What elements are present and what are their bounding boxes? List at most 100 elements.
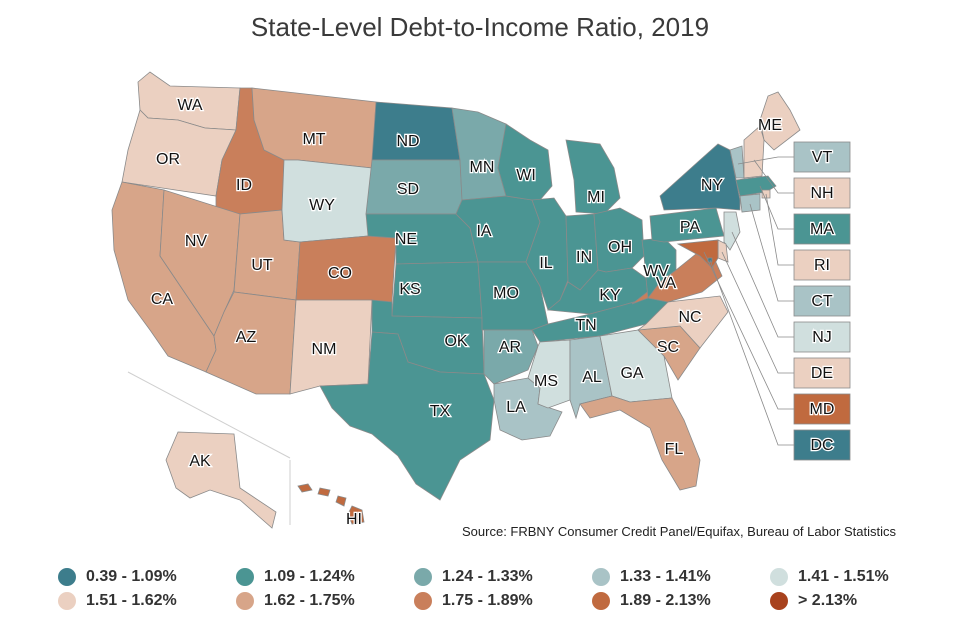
legend-item: 1.89 - 2.13% xyxy=(592,590,711,612)
side-box-label-ri: RI xyxy=(814,257,830,274)
legend-item: 0.39 - 1.09% xyxy=(58,566,177,588)
state-label-in: IN xyxy=(576,249,592,266)
state-label-va: VA xyxy=(656,275,676,292)
leader-line-dc xyxy=(709,259,794,446)
state-label-sc: SC xyxy=(657,339,679,356)
state-label-tx: TX xyxy=(430,403,451,420)
legend-label: 1.33 - 1.41% xyxy=(620,568,711,585)
side-box-label-md: MD xyxy=(810,401,835,418)
legend-swatch xyxy=(236,592,254,610)
state-nd xyxy=(371,101,461,161)
state-label-ok: OK xyxy=(444,333,467,350)
state-label-ny: NY xyxy=(701,177,724,194)
state-co xyxy=(295,235,397,303)
side-box-ct xyxy=(793,285,851,317)
legend-swatch xyxy=(236,568,254,586)
state-label-wi: WI xyxy=(516,167,536,184)
state-label-nv: NV xyxy=(185,233,208,250)
legend-swatch xyxy=(770,592,788,610)
legend-label: 1.89 - 2.13% xyxy=(620,592,711,609)
state-label-sd: SD xyxy=(397,181,419,198)
state-label-az: AZ xyxy=(236,329,257,346)
state-label-al: AL xyxy=(582,369,602,386)
leader-line-nh xyxy=(753,159,794,194)
legend-item: 1.09 - 1.24% xyxy=(236,566,355,588)
side-box-vt xyxy=(793,141,851,173)
state-tx xyxy=(319,331,495,501)
legend-item: 1.24 - 1.33% xyxy=(414,566,533,588)
state-label-nc: NC xyxy=(678,309,701,326)
state-label-ms: MS xyxy=(534,373,558,390)
state-nc xyxy=(636,295,729,349)
legend-item: 1.41 - 1.51% xyxy=(770,566,889,588)
state-label-ia: IA xyxy=(476,223,491,240)
map-title: State-Level Debt-to-Income Ratio, 2019 xyxy=(250,12,710,42)
leader-line-ct xyxy=(749,203,794,302)
leader-line-md xyxy=(703,251,794,410)
state-label-ne: NE xyxy=(395,231,417,248)
state-label-mn: MN xyxy=(470,159,495,176)
state-label-oh: OH xyxy=(608,239,632,256)
state-hi xyxy=(297,483,365,525)
legend-label: > 2.13% xyxy=(798,592,858,609)
source-note: Source: FRBNY Consumer Credit Panel/Equi… xyxy=(462,524,897,539)
state-label-wy: WY xyxy=(309,197,335,214)
state-label-me: ME xyxy=(758,117,782,134)
state-label-id: ID xyxy=(236,177,252,194)
legend-swatch xyxy=(770,568,788,586)
leader-line-vt xyxy=(737,156,794,165)
legend-item: 1.62 - 1.75% xyxy=(236,590,355,612)
side-box-label-dc: DC xyxy=(810,437,833,454)
state-label-il: IL xyxy=(539,255,552,272)
legend-label: 1.51 - 1.62% xyxy=(86,592,177,609)
legend-label: 1.62 - 1.75% xyxy=(264,592,355,609)
state-label-ks: KS xyxy=(399,281,420,298)
side-box-nj xyxy=(793,321,851,353)
side-box-label-de: DE xyxy=(811,365,833,382)
state-ny xyxy=(659,143,741,211)
leader-line-nj xyxy=(731,231,794,338)
legend-item: 1.51 - 1.62% xyxy=(58,590,177,612)
side-box-md xyxy=(793,393,851,425)
inset-divider xyxy=(127,371,291,459)
legend: 0.39 - 1.09% 1.09 - 1.24% 1.24 - 1.33% 1.33… xyxy=(58,566,938,614)
side-box-dc xyxy=(793,429,851,461)
side-box-ri xyxy=(793,249,851,281)
state-fl xyxy=(579,395,701,491)
legend-label: 1.41 - 1.51% xyxy=(798,568,889,585)
state-label-wv: WV xyxy=(643,263,669,280)
state-label-ky: KY xyxy=(599,287,621,304)
state-label-mt: MT xyxy=(302,131,325,148)
state-label-ga: GA xyxy=(620,365,643,382)
side-box-nh xyxy=(793,177,851,209)
state-label-tn: TN xyxy=(575,317,596,334)
side-box-label-nh: NH xyxy=(810,185,833,202)
side-box-label-nj: NJ xyxy=(812,329,832,346)
side-box-label-ct: CT xyxy=(811,293,833,310)
leader-line-ma xyxy=(759,185,794,230)
side-box-label-ma: MA xyxy=(810,221,834,238)
state-label-mo: MO xyxy=(493,285,519,302)
state-ak xyxy=(165,431,277,529)
legend-swatch xyxy=(414,592,432,610)
legend-swatch xyxy=(592,568,610,586)
state-label-co: CO xyxy=(328,265,352,282)
state-me xyxy=(759,91,801,151)
state-label-ut: UT xyxy=(251,257,273,274)
state-label-or: OR xyxy=(156,151,180,168)
state-mi xyxy=(565,139,621,215)
leader-line-de xyxy=(721,251,794,374)
state-label-la: LA xyxy=(506,399,526,416)
legend-item: > 2.13% xyxy=(770,590,857,612)
legend-swatch xyxy=(58,568,76,586)
leader-line-ri xyxy=(765,193,794,266)
state-label-nd: ND xyxy=(396,133,419,150)
legend-label: 1.24 - 1.33% xyxy=(442,568,533,585)
state-label-ar: AR xyxy=(499,339,521,356)
side-box-de xyxy=(793,357,851,389)
side-box-ma xyxy=(793,213,851,245)
legend-swatch xyxy=(592,592,610,610)
legend-item: 1.33 - 1.41% xyxy=(592,566,711,588)
side-box-label-vt: VT xyxy=(812,149,833,166)
